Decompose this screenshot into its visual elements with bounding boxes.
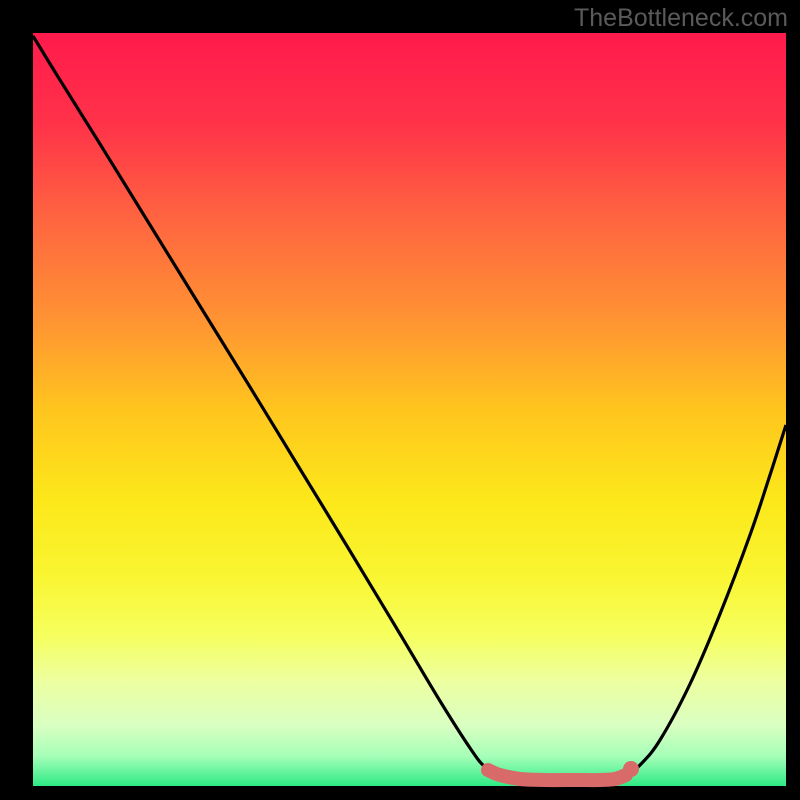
watermark-text: TheBottleneck.com — [574, 4, 788, 33]
plot-background — [33, 33, 786, 786]
bottleneck-chart: TheBottleneck.com — [0, 0, 800, 800]
chart-svg — [0, 0, 800, 800]
optimal-point-marker — [623, 761, 639, 777]
